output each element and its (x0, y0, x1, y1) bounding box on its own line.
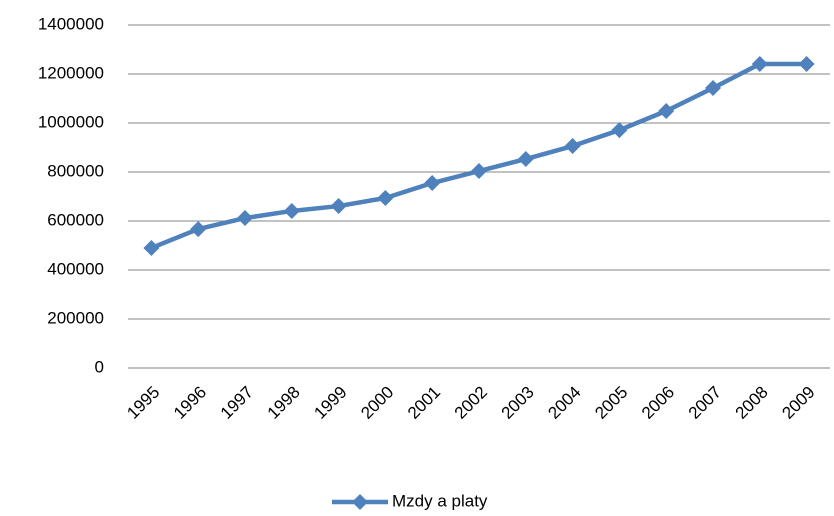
x-tick-label: 1995 (123, 383, 163, 423)
y-tick-label: 200000 (47, 308, 104, 327)
x-tick-label: 2008 (732, 383, 772, 423)
data-point (705, 79, 721, 96)
x-tick-label: 1996 (170, 383, 210, 423)
x-tick-label: 1998 (264, 383, 304, 423)
y-tick-label: 1400000 (38, 14, 104, 33)
y-tick-label: 800000 (47, 161, 104, 180)
x-tick-label: 2004 (544, 383, 584, 423)
legend-marker (352, 494, 368, 510)
data-point (377, 189, 394, 206)
x-tick-label: 2003 (498, 383, 538, 423)
data-point (658, 102, 675, 119)
legend-label: Mzdy a platy (392, 491, 488, 510)
data-point (143, 239, 160, 256)
x-tick-label: 1997 (217, 383, 257, 423)
data-point (517, 151, 534, 168)
data-point (283, 202, 300, 219)
y-tick-label: 400000 (47, 259, 104, 278)
data-point (330, 198, 347, 215)
x-tick-label: 1999 (310, 383, 350, 423)
y-tick-label: 1000000 (38, 112, 104, 131)
x-tick-label: 2000 (357, 383, 397, 423)
data-point (237, 210, 253, 227)
data-point (798, 55, 815, 72)
y-tick-label: 600000 (47, 210, 104, 229)
data-point (424, 175, 441, 192)
data-point (190, 221, 207, 238)
x-tick-label: 2007 (685, 383, 725, 423)
data-point (471, 163, 487, 180)
x-tick-label: 2001 (404, 383, 444, 423)
x-tick-label: 2006 (638, 383, 678, 423)
x-tick-label: 2009 (778, 383, 818, 423)
x-tick-label: 2002 (451, 383, 491, 423)
y-tick-label: 0 (95, 357, 104, 376)
x-tick-label: 2005 (591, 383, 631, 423)
data-point (611, 122, 628, 139)
data-point (564, 138, 581, 155)
y-tick-label: 1200000 (38, 63, 104, 82)
data-point (751, 55, 768, 72)
